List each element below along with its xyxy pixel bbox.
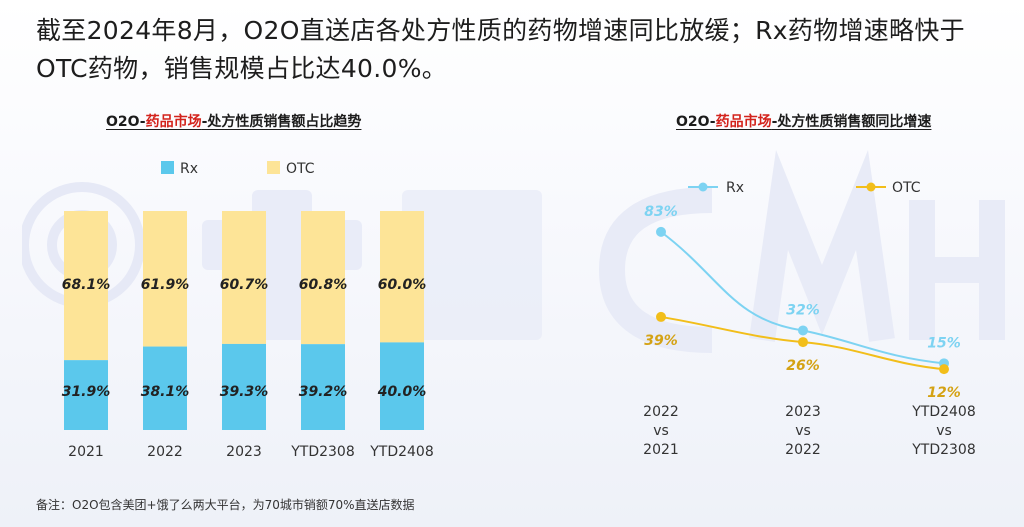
legend-swatch-rx bbox=[161, 161, 174, 174]
bar-otc-2022 bbox=[143, 211, 187, 347]
bar-label-otc-YTD2308: 60.8% bbox=[299, 277, 348, 293]
page-headline: 截至2024年8月，O2O直送店各处方性质的药物增速同比放缓；Rx药物增速略快于… bbox=[36, 16, 965, 83]
legend-marker-otc bbox=[866, 182, 876, 192]
bar-label-rx-YTD2308: 39.2% bbox=[299, 384, 348, 400]
bar-otc-YTD2408 bbox=[380, 211, 424, 343]
bar-chart-title: O2O-药品市场-处方性质销售额占比趋势 bbox=[106, 114, 362, 130]
point-rx-2022 bbox=[656, 226, 666, 237]
legend-label-rx-line: Rx bbox=[726, 180, 744, 196]
bar-rx-YTD2308 bbox=[301, 344, 345, 430]
x-tick-label-YTD2408-1: vs bbox=[936, 423, 952, 439]
data-label-rx-2022: 83% bbox=[644, 204, 678, 220]
x-tick-label-2022: 2022 bbox=[147, 444, 183, 460]
x-tick-label-2022-1: vs bbox=[653, 423, 669, 439]
x-tick-label-YTD2308: YTD2308 bbox=[290, 444, 355, 460]
x-tick-label-2021: 2021 bbox=[68, 444, 104, 460]
x-tick-label-YTD2408-2: YTD2308 bbox=[911, 442, 976, 458]
data-label-otc-2022: 39% bbox=[644, 333, 678, 349]
legend-swatch-otc bbox=[267, 161, 280, 174]
x-tick-label-2023-2: 2022 bbox=[785, 442, 821, 458]
x-tick-label-YTD2408-0: YTD2408 bbox=[911, 404, 976, 420]
line-chart-title: O2O-药品市场-处方性质销售额同比增速 bbox=[676, 114, 932, 130]
x-tick-label-2022-2: 2021 bbox=[643, 442, 679, 458]
point-rx-2023 bbox=[798, 325, 808, 336]
bar-label-rx-2023: 39.3% bbox=[220, 384, 269, 400]
bar-label-rx-2022: 38.1% bbox=[141, 384, 190, 400]
data-label-rx-2023: 32% bbox=[786, 302, 820, 318]
footnote: 备注：O2O包含美团+饿了么两大平台，为70城市销额70%直送店数据 bbox=[36, 498, 415, 512]
x-tick-label-2023: 2023 bbox=[226, 444, 262, 460]
data-label-otc-YTD2408: 12% bbox=[927, 385, 961, 401]
bar-rx-2022 bbox=[143, 346, 187, 430]
data-label-otc-2023: 26% bbox=[786, 358, 820, 374]
legend-label-rx: Rx bbox=[180, 161, 198, 177]
bar-label-otc-2022: 61.9% bbox=[141, 277, 190, 293]
x-tick-label-2023-1: vs bbox=[795, 423, 811, 439]
bar-rx-YTD2408 bbox=[380, 342, 424, 430]
x-tick-label-2023-0: 2023 bbox=[785, 404, 821, 420]
point-otc-2023 bbox=[798, 337, 808, 348]
x-tick-label-YTD2408: YTD2408 bbox=[369, 444, 434, 460]
bar-otc-2023 bbox=[222, 211, 266, 344]
point-otc-YTD2408 bbox=[939, 364, 949, 375]
legend-marker-rx bbox=[698, 182, 708, 192]
bar-label-otc-2023: 60.7% bbox=[220, 277, 269, 293]
legend-label-otc: OTC bbox=[286, 161, 315, 177]
bar-otc-YTD2308 bbox=[301, 211, 345, 345]
bar-label-otc-2021: 68.1% bbox=[62, 277, 111, 293]
bar-label-rx-YTD2408: 40.0% bbox=[377, 384, 427, 400]
bar-label-rx-2021: 31.9% bbox=[62, 384, 111, 400]
legend-label-otc-line: OTC bbox=[892, 180, 921, 196]
bar-otc-2021 bbox=[64, 211, 108, 361]
bar-rx-2023 bbox=[222, 343, 266, 430]
bar-label-otc-YTD2408: 60.0% bbox=[378, 277, 427, 293]
point-otc-2022 bbox=[656, 311, 666, 322]
bar-rx-2021 bbox=[64, 360, 108, 430]
x-tick-label-2022-0: 2022 bbox=[643, 404, 679, 420]
data-label-rx-YTD2408: 15% bbox=[927, 335, 961, 351]
